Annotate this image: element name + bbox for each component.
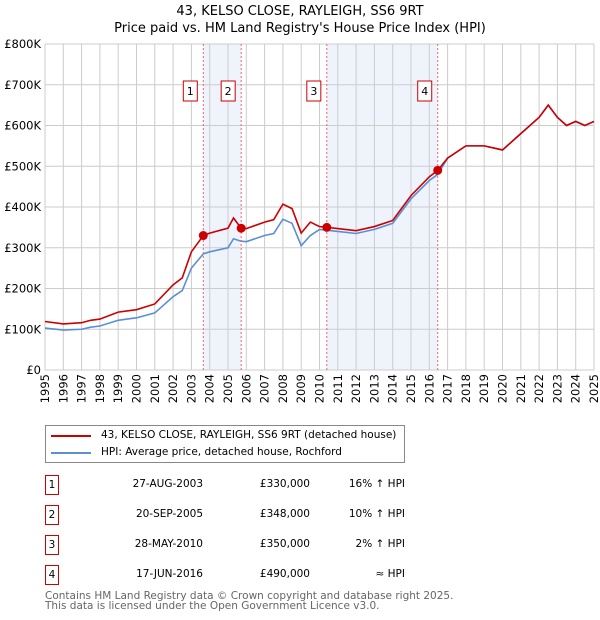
x-tick-label: 2014 [386, 374, 400, 403]
x-tick-label: 2009 [294, 374, 308, 403]
footer-line-1: Contains HM Land Registry data © Crown c… [45, 590, 454, 602]
sale-date: 28-MAY-2010 [134, 538, 203, 550]
sale-label-box [417, 80, 433, 102]
sale-price: £330,000 [259, 478, 310, 490]
sale-point [236, 223, 246, 233]
sale-price: £350,000 [259, 538, 310, 550]
legend-label-price: 43, KELSO CLOSE, RAYLEIGH, SS6 9RT (deta… [101, 429, 397, 441]
sale-price: £490,000 [259, 568, 310, 580]
x-tick-label: 2008 [276, 374, 290, 403]
x-tick-label: 2019 [477, 374, 491, 403]
x-tick-label: 2015 [404, 374, 418, 403]
x-tick-label: 1998 [93, 374, 107, 403]
y-tick-label: £300K [4, 241, 41, 255]
x-tick-label: 2017 [441, 374, 455, 403]
x-tick-label: 2010 [313, 374, 327, 403]
x-tick-label: 1999 [111, 374, 125, 403]
sale-number: 2 [45, 505, 59, 525]
legend-swatch-price [51, 435, 91, 437]
sale-hpi-compare: ≈ HPI [375, 568, 405, 580]
y-tick-label: £400K [4, 200, 41, 214]
x-tick-label: 2002 [166, 374, 180, 403]
x-tick-label: 2004 [203, 374, 217, 403]
y-tick-label: £800K [4, 37, 41, 51]
x-tick-label: 2025 [587, 374, 600, 403]
x-tick-label: 2018 [459, 374, 473, 403]
sale-label: 4 [421, 85, 428, 98]
sale-label: 1 [187, 85, 194, 98]
x-tick-label: 2007 [258, 374, 272, 403]
y-tick-label: £0 [26, 363, 41, 377]
sale-price: £348,000 [259, 508, 310, 520]
sale-date: 20-SEP-2005 [135, 508, 203, 520]
sale-row: 1 27-AUG-2003 £330,000 16% ↑ HPI [45, 475, 405, 495]
chart-title: 43, KELSO CLOSE, RAYLEIGH, SS6 9RT [176, 4, 424, 19]
x-tick-label: 2020 [496, 374, 510, 403]
x-tick-label: 2022 [532, 374, 546, 403]
legend-swatch-hpi [51, 452, 91, 454]
x-tick-label: 2006 [239, 374, 253, 403]
sale-number: 4 [45, 565, 59, 585]
sale-label: 2 [225, 85, 232, 98]
sale-hpi-compare: 16% ↑ HPI [348, 478, 405, 490]
sale-label-box [182, 80, 198, 102]
sale-hpi-compare: 10% ↑ HPI [348, 508, 405, 520]
x-tick-label: 2023 [550, 374, 564, 403]
x-tick-label: 1995 [38, 374, 52, 403]
x-tick-label: 1997 [75, 374, 89, 403]
x-tick-label: 2005 [221, 374, 235, 403]
x-tick-label: 2000 [130, 374, 144, 403]
y-tick-label: £600K [4, 119, 41, 133]
x-tick-label: 2013 [367, 374, 381, 403]
sale-hpi-compare: 2% ↑ HPI [355, 538, 405, 550]
price-paid-line [44, 103, 595, 325]
sale-point [198, 231, 208, 241]
sale-number: 1 [45, 475, 59, 495]
y-tick-label: £100K [4, 322, 41, 336]
price-chart: £0 £100K £200K £300K £400K £500K £600K £700K £80… [4, 37, 600, 403]
sale-row: 4 17-JUN-2016 £490,000 ≈ HPI [45, 565, 405, 585]
legend-label-hpi: HPI: Average price, detached house, Roch… [101, 446, 342, 458]
x-tick-label: 2001 [148, 374, 162, 403]
sale-label: 3 [310, 85, 317, 98]
y-tick-label: £700K [4, 78, 41, 92]
x-tick-label: 2012 [349, 374, 363, 403]
y-tick-label: £200K [4, 282, 41, 296]
y-tick-label: £500K [4, 159, 41, 173]
x-tick-label: 2016 [422, 374, 436, 403]
legend: 43, KELSO CLOSE, RAYLEIGH, SS6 9RT (deta… [45, 425, 405, 463]
chart-subtitle: Price paid vs. HM Land Registry's House … [114, 21, 486, 36]
sale-label-box [220, 80, 236, 102]
sale-row: 2 20-SEP-2005 £348,000 10% ↑ HPI [45, 505, 405, 525]
sale-point [322, 222, 332, 232]
x-tick-label: 2024 [569, 374, 583, 403]
footer-line-2: This data is licensed under the Open Gov… [45, 600, 380, 612]
sale-label-box [306, 80, 322, 102]
x-tick-label: 2011 [331, 374, 345, 403]
x-tick-label: 1996 [56, 374, 70, 403]
sale-row: 3 28-MAY-2010 £350,000 2% ↑ HPI [45, 535, 405, 555]
x-tick-label: 2003 [184, 374, 198, 403]
sale-point [433, 165, 443, 175]
sale-number: 3 [45, 535, 59, 555]
sale-date: 17-JUN-2016 [136, 568, 203, 580]
x-tick-label: 2021 [514, 374, 528, 403]
sale-date: 27-AUG-2003 [132, 478, 203, 490]
